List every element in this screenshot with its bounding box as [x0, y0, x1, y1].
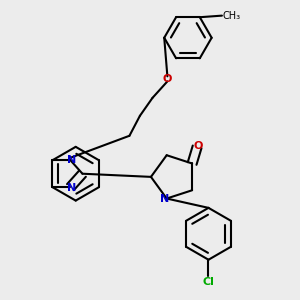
Text: CH₃: CH₃ [223, 11, 241, 21]
Text: N: N [68, 183, 76, 193]
Text: O: O [163, 74, 172, 84]
Text: N: N [160, 194, 170, 205]
Text: O: O [193, 141, 203, 151]
Text: Cl: Cl [202, 277, 214, 287]
Text: N: N [68, 154, 76, 165]
